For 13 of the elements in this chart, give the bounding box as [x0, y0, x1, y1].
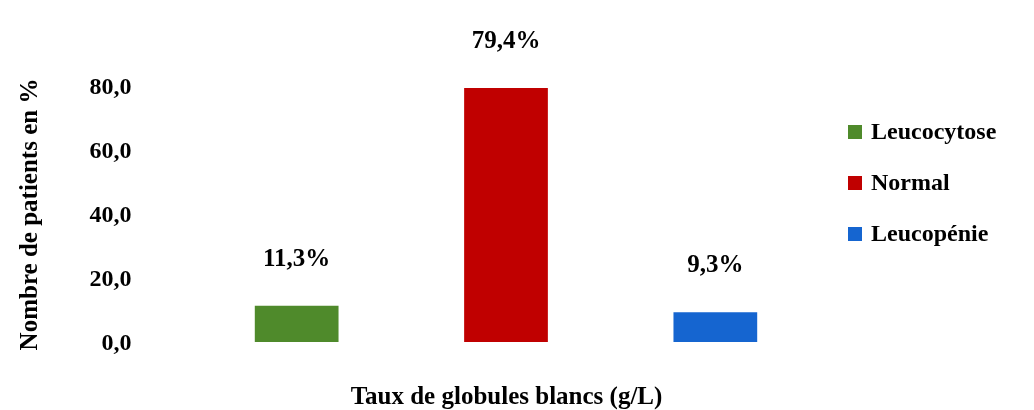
y-tick-label: 20,0: [89, 264, 132, 291]
y-tick-label: 40,0: [89, 200, 132, 227]
legend-label: Leucocytose: [871, 118, 997, 144]
x-axis-title: Taux de globules blancs (g/L): [350, 381, 663, 410]
data-label: 79,4%: [471, 25, 541, 53]
data-label: 11,3%: [262, 243, 331, 271]
legend-label: Normal: [871, 169, 950, 195]
y-tick-label: 80,0: [89, 72, 132, 99]
data-label: 9,3%: [687, 250, 744, 278]
y-tick-label: 0,0: [101, 328, 132, 355]
y-axis-title: Nombre de patients en %: [14, 78, 42, 351]
y-tick-label: 60,0: [89, 136, 132, 163]
legend-label: Leucopénie: [871, 220, 989, 246]
